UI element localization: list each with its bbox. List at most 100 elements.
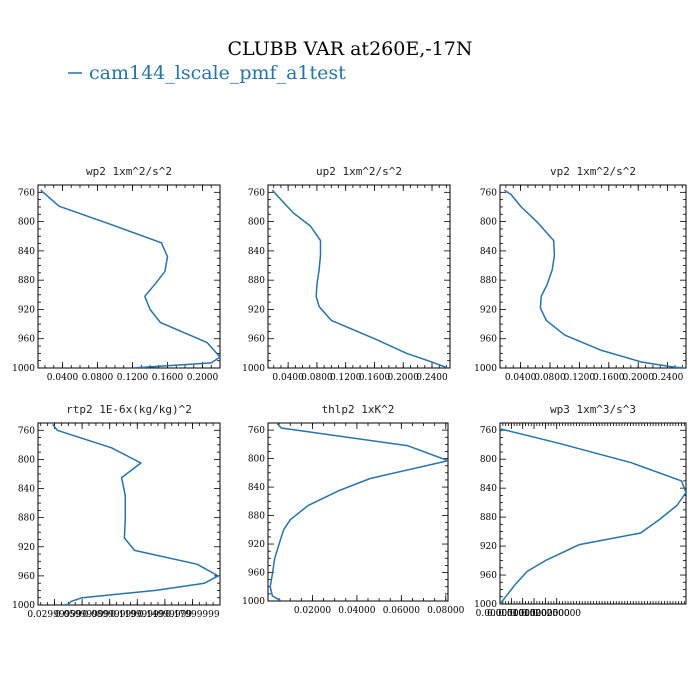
y-tick-label: 800 [248,455,265,465]
plot-frame [267,422,449,602]
x-tick-label: 0.11999999 [110,610,165,620]
panel-4: rtp2 1E-6x(kg/kg)^2 760 800 840 880 920 960 100… [12,403,221,620]
x-tick-label: 0.1600 [152,373,184,383]
x-tick-label: 0.0400 [272,373,304,383]
x-tick-label: 0.02999999 [27,610,82,620]
x-tick-label: 0.14999999 [138,610,193,620]
x-tick-label: 0.1200 [564,373,596,383]
y-tick-label: 960 [480,335,497,345]
y-tick-label: 920 [18,543,35,553]
y-tick-label: 840 [18,485,35,495]
y-tick-label: 880 [248,512,265,522]
y-tick-label: 800 [18,455,35,465]
y-tick-label: 960 [18,572,35,582]
x-tick-label: 0.06000 [383,606,420,616]
y-tick-label: 1000 [242,364,265,374]
x-tick-label: 0.2000 [187,373,219,383]
panel-6: wp3 1xm^3/s^3 760 800 840 880 920 960 10000.000… [474,403,687,619]
y-tick-label: 760 [480,188,497,198]
x-tick-label: 0.0800 [534,373,566,383]
x-tick-label: 0.05999999 [55,610,110,620]
y-tick-label: 880 [248,276,265,286]
y-tick-label: 1000 [12,364,35,374]
y-tick-label: 800 [248,218,265,228]
series-line [271,189,449,368]
x-tick-label: 0.2400 [416,373,448,383]
y-tick-label: 880 [18,276,35,286]
x-tick-label: 0.02000 [294,606,331,616]
y-tick-label: 840 [248,247,265,257]
y-tick-label: 920 [248,540,265,550]
x-tick-label: 0.1600 [359,373,391,383]
panel-3: vp2 1xm^2/s^2 760 800 840 880 920 960 1000 0.040… [474,165,687,383]
y-tick-label: 960 [480,571,497,581]
y-tick-label: 800 [480,218,497,228]
series-line [269,423,448,601]
x-tick-label: 0.1200 [330,373,362,383]
x-tick-label: 0.1600 [593,373,625,383]
x-tick-label: 0.0100000 [498,609,547,619]
y-tick-label: 1000 [12,601,35,611]
y-tick-label: 800 [480,455,497,465]
x-tick-label: 0.2400 [652,373,684,383]
panel-title: wp3 1xm^3/s^3 [550,403,636,416]
panel-title: wp2 1xm^2/s^2 [86,165,172,178]
panels-grid: wp2 1xm^2/s^2 760 800 840 880 920 960 1000 0.040… [12,165,687,620]
x-tick-label: 0.2000 [622,373,654,383]
y-tick-label: 840 [480,247,497,257]
plot-frame [267,184,451,369]
y-tick-label: 800 [18,218,35,228]
plot-frame [499,184,687,369]
y-tick-label: 760 [18,426,35,436]
x-tick-label: 0.0400 [505,373,537,383]
y-tick-label: 760 [248,426,265,436]
y-tick-label: 960 [18,335,35,345]
y-tick-label: 760 [480,426,497,436]
y-tick-label: 840 [480,484,497,494]
x-tick-label: 0.0800 [301,373,333,383]
series-line [500,428,686,604]
y-tick-label: 840 [248,483,265,493]
panel-title: thlp2 1xK^2 [322,403,395,416]
y-tick-label: 920 [18,305,35,315]
x-tick-label: 0.0400 [47,373,79,383]
x-tick-label: 0.0000000 [476,609,525,619]
x-tick-label: 0.08000 [427,606,464,616]
x-tick-label: 0.1200 [117,373,149,383]
x-tick-label: 0.0050000 [487,609,536,619]
series-line [40,189,220,368]
x-tick-label: 0.0800 [82,373,114,383]
x-tick-label: 0.17999999 [165,610,220,620]
y-tick-label: 840 [18,247,35,257]
figure-title: CLUBB VAR at260E,-17N [228,38,473,60]
y-tick-label: 1000 [242,597,265,607]
panel-title: rtp2 1E-6x(kg/kg)^2 [66,403,192,416]
plot-frame [499,422,687,605]
y-tick-label: 960 [248,569,265,579]
series-line [52,424,219,605]
x-tick-label: 0.0250000 [532,609,581,619]
y-tick-label: 920 [480,305,497,315]
panel-1: wp2 1xm^2/s^2 760 800 840 880 920 960 1000 0.040… [12,165,221,383]
panel-5: thlp2 1xK^2 760 800 840 880 920 960 1000 0.02000… [242,403,465,616]
y-tick-label: 920 [480,542,497,552]
panel-title: vp2 1xm^2/s^2 [550,165,636,178]
panel-title: up2 1xm^2/s^2 [316,165,402,178]
y-tick-label: 880 [480,276,497,286]
series-line [503,189,685,368]
y-tick-label: 760 [18,188,35,198]
x-tick-label: 0.0200000 [521,609,570,619]
plot-frame [37,184,221,369]
plot-frame [37,422,221,606]
legend-label: cam144_lscale_pmf_a1test [89,62,346,84]
y-tick-label: 880 [18,514,35,524]
y-tick-label: 760 [248,188,265,198]
y-tick-label: 960 [248,335,265,345]
x-tick-label: 0.08999999 [82,610,137,620]
y-tick-label: 920 [248,305,265,315]
y-tick-label: 1000 [474,600,497,610]
panel-2: up2 1xm^2/s^2 760 800 840 880 920 960 1000 0.040… [242,165,451,383]
x-tick-label: 0.04000 [338,606,375,616]
x-tick-label: 0.0150000 [510,609,559,619]
